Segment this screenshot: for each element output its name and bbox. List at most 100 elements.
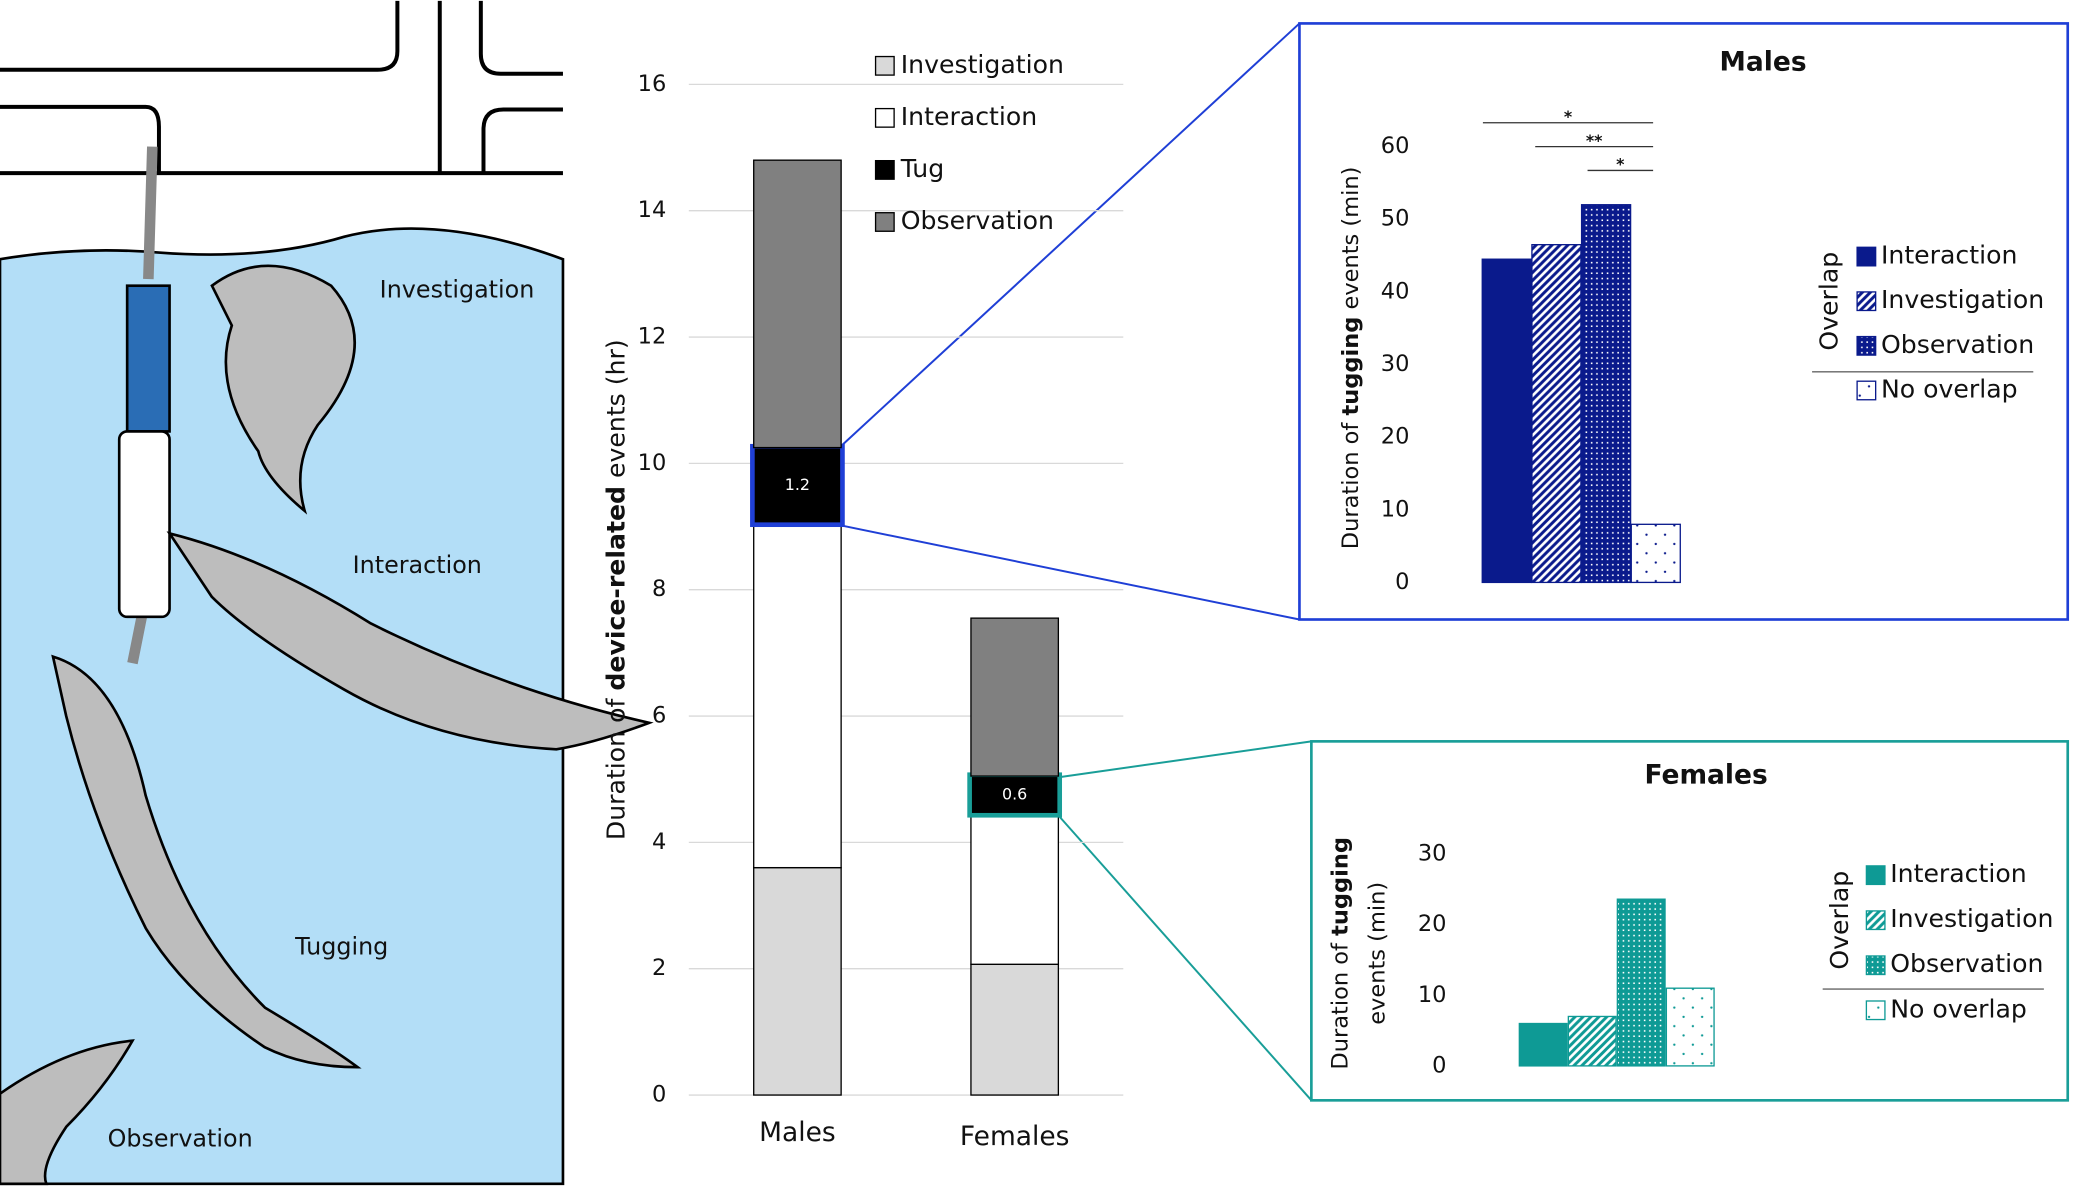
zoom-box [1298, 22, 2070, 621]
legend-swatch [1856, 380, 1877, 401]
legend-swatch [1865, 1000, 1886, 1021]
y-axis-label: Duration of tugging events (min) [1338, 167, 1364, 550]
y-tick-label: 30 [1418, 840, 1447, 866]
y-tick-label: 6 [652, 703, 666, 729]
y-tick-label: 10 [1418, 982, 1447, 1008]
legend-label: No overlap [1881, 374, 2018, 403]
chart-title: Males [1720, 47, 1807, 78]
dolphin [210, 264, 356, 515]
bar [1665, 987, 1715, 1067]
label-part: events (min) [1338, 167, 1364, 317]
illustration-label: Investigation [380, 276, 535, 304]
illustration-label: Tugging [294, 933, 388, 961]
bar [1518, 1022, 1568, 1067]
y-tick-label: 10 [638, 450, 667, 476]
label-part: events (min) [1364, 882, 1390, 1025]
legend-label: Investigation [901, 50, 1064, 79]
structure [0, 0, 563, 176]
bar [1567, 1015, 1617, 1067]
y-tick-label: 16 [638, 71, 667, 97]
illustration: Investigation Interaction Tugging Observ… [0, 0, 654, 1186]
x-tick-label: Females [960, 1121, 1070, 1152]
y-axis-label: events (min) [1364, 882, 1390, 1025]
y-tick-label: 12 [638, 324, 667, 350]
zoom-line [1059, 740, 1312, 779]
bar-segment [753, 446, 842, 525]
dolphin [166, 531, 654, 751]
zoom-line [840, 524, 1300, 621]
legend-swatch [1865, 865, 1886, 886]
device [125, 284, 171, 433]
significance-label: * [1564, 107, 1572, 126]
legend-swatch [874, 107, 895, 128]
y-tick-label: 10 [1381, 496, 1410, 522]
data-label: 1.2 [785, 475, 810, 494]
bar-segment [753, 522, 842, 869]
label-part: events (hr) [601, 339, 630, 486]
dolphin [0, 1039, 135, 1186]
y-tick-label: 20 [1418, 911, 1447, 937]
legend-label: Interaction [901, 102, 1037, 131]
bar-segment [970, 617, 1060, 777]
legend-swatch [874, 159, 895, 180]
label-part: tugging [1327, 837, 1353, 936]
label-part: Duration of [1338, 416, 1364, 550]
chart-title: Females [1644, 759, 1767, 790]
y-axis-label: Duration of tugging [1327, 837, 1353, 1070]
y-tick-label: 8 [652, 576, 666, 602]
buoy [117, 430, 171, 619]
y-axis-label: Duration of device-related events (hr) [601, 339, 630, 840]
legend-label: Investigation [1881, 285, 2044, 314]
legend-swatch [1856, 246, 1877, 267]
label-part: device-related [601, 486, 630, 691]
rope [127, 146, 158, 665]
label-part: Duration of [1327, 936, 1353, 1070]
legend-label: Observation [1890, 949, 2043, 978]
zoom-box [1310, 740, 2070, 1102]
bar [1481, 258, 1532, 584]
legend-swatch [1856, 335, 1877, 356]
illustration-label: Interaction [353, 551, 482, 579]
legend-label: Interaction [1890, 859, 2026, 888]
zoom-line [1058, 816, 1313, 1102]
legend-title: Overlap [1815, 252, 1844, 351]
bar [1616, 898, 1666, 1067]
y-tick-label: 4 [652, 829, 666, 855]
y-tick-label: 0 [1395, 569, 1409, 595]
dolphin [51, 654, 362, 1069]
legend-label: Investigation [1890, 904, 2053, 933]
legend-label: Observation [1881, 330, 2034, 359]
legend-label: No overlap [1890, 994, 2027, 1023]
y-tick-label: 60 [1381, 133, 1410, 159]
legend-swatch [874, 212, 895, 232]
legend-label: Observation [901, 206, 1054, 235]
y-tick-label: 14 [638, 197, 667, 223]
label-part: Duration of [601, 691, 630, 841]
legend-swatch [1856, 291, 1877, 312]
label-part: tugging [1338, 317, 1364, 416]
y-tick-label: 50 [1381, 206, 1410, 232]
legend-swatch [1865, 910, 1886, 931]
x-tick-label: Males [759, 1117, 836, 1148]
bar [1580, 204, 1632, 584]
legend-swatch [874, 55, 895, 76]
y-tick-label: 0 [1432, 1052, 1446, 1078]
bar [1630, 523, 1681, 584]
legend-label: Tug [900, 154, 944, 183]
bar-segment [970, 813, 1060, 965]
illustration-label: Observation [108, 1125, 253, 1153]
y-tick-label: 0 [652, 1082, 666, 1108]
zoom-line [840, 22, 1301, 447]
y-tick-label: 20 [1381, 424, 1410, 450]
legend-label: Interaction [1881, 241, 2017, 270]
y-tick-label: 30 [1381, 351, 1410, 377]
bar [1531, 244, 1582, 584]
significance-label: ** [1586, 131, 1603, 150]
legend-swatch [1865, 955, 1886, 976]
bar-segment [753, 159, 842, 449]
legend-title: Overlap [1825, 871, 1854, 970]
bar-segment [970, 963, 1060, 1096]
data-label: 0.6 [1002, 784, 1027, 803]
y-tick-label: 2 [652, 955, 666, 981]
